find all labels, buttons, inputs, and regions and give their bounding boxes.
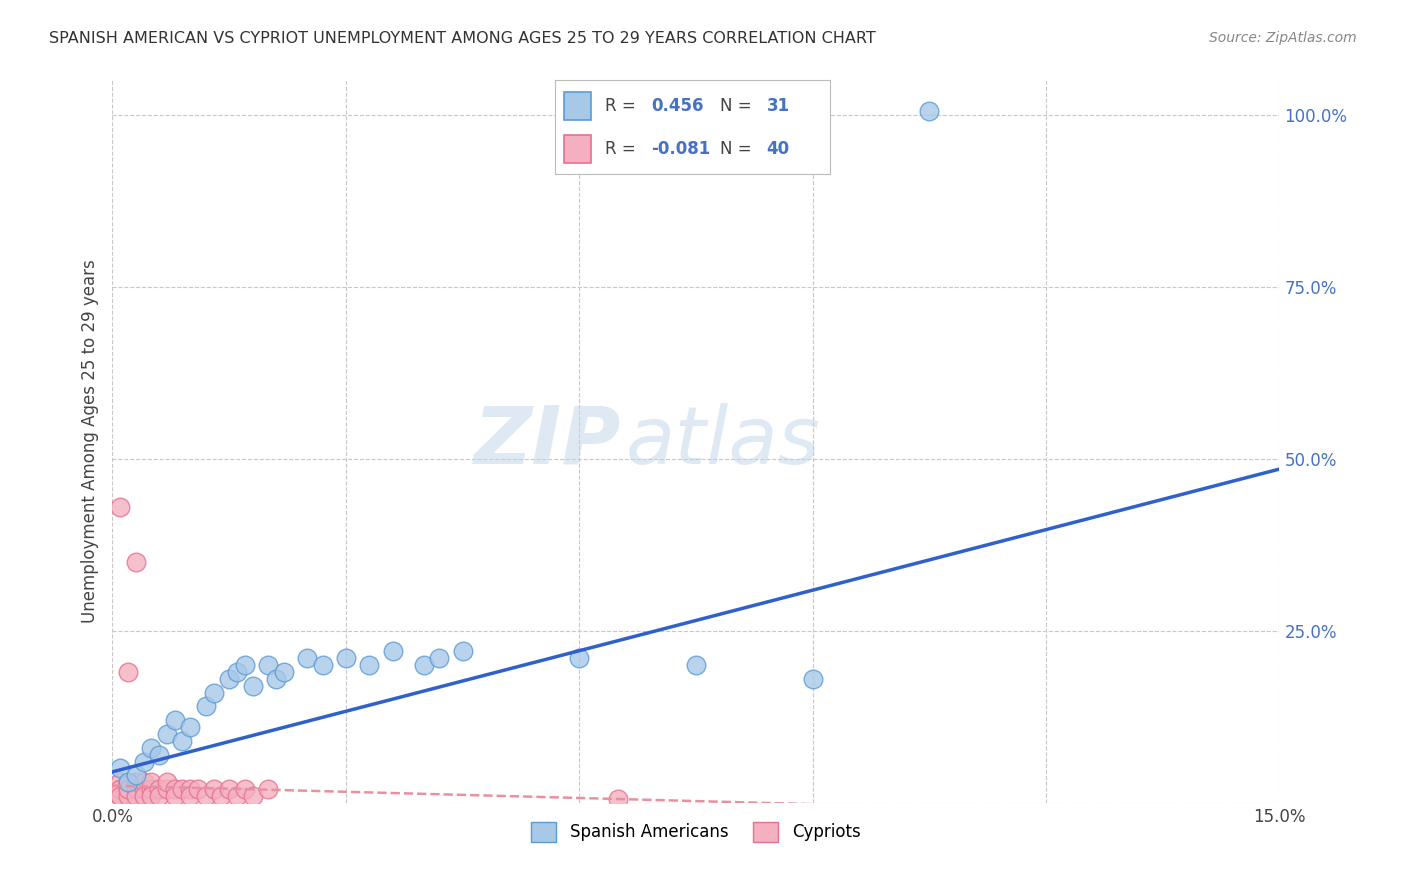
Point — [117, 775, 139, 789]
Point — [110, 782, 132, 797]
Point — [179, 720, 201, 734]
Point — [918, 104, 941, 119]
Text: ZIP: ZIP — [472, 402, 620, 481]
Point — [194, 699, 217, 714]
Point — [110, 775, 132, 789]
Point — [110, 789, 132, 803]
Point — [179, 789, 201, 803]
Point — [110, 782, 132, 797]
Point — [163, 789, 186, 803]
Point — [117, 782, 139, 797]
Point — [179, 782, 201, 797]
Point — [117, 782, 139, 797]
Point — [242, 679, 264, 693]
Point — [273, 665, 295, 679]
Point — [202, 782, 225, 797]
Point — [156, 775, 179, 789]
Bar — [564, 135, 591, 162]
Point — [257, 782, 280, 797]
Point — [110, 761, 132, 775]
Point — [685, 658, 707, 673]
Point — [125, 789, 148, 803]
Point — [125, 775, 148, 789]
Point — [110, 500, 132, 514]
Point — [801, 672, 824, 686]
Text: N =: N = — [720, 96, 751, 114]
Point — [209, 789, 232, 803]
Point — [172, 782, 194, 797]
Point — [132, 775, 155, 789]
Point — [110, 789, 132, 803]
Point — [141, 775, 163, 789]
Point — [156, 727, 179, 741]
Text: R =: R = — [605, 140, 636, 158]
Point — [257, 658, 280, 673]
Point — [233, 658, 256, 673]
Point — [148, 782, 170, 797]
Point — [148, 747, 170, 762]
Text: -0.081: -0.081 — [651, 140, 710, 158]
Point — [335, 651, 357, 665]
Point — [242, 789, 264, 803]
Text: 40: 40 — [766, 140, 790, 158]
Point — [148, 789, 170, 803]
Y-axis label: Unemployment Among Ages 25 to 29 years: Unemployment Among Ages 25 to 29 years — [80, 260, 98, 624]
Point — [132, 755, 155, 769]
Text: atlas: atlas — [626, 402, 821, 481]
Point — [451, 644, 474, 658]
Point — [187, 782, 209, 797]
Point — [233, 782, 256, 797]
Point — [125, 782, 148, 797]
Text: 0.456: 0.456 — [651, 96, 704, 114]
Point — [132, 789, 155, 803]
Point — [117, 665, 139, 679]
Point — [163, 782, 186, 797]
Point — [412, 658, 434, 673]
Point — [141, 740, 163, 755]
Point — [607, 792, 630, 806]
Text: 31: 31 — [766, 96, 790, 114]
Point — [194, 789, 217, 803]
Point — [117, 775, 139, 789]
Point — [218, 782, 240, 797]
Point — [218, 672, 240, 686]
Point — [264, 672, 287, 686]
Point — [132, 782, 155, 797]
Point — [226, 789, 249, 803]
Point — [141, 782, 163, 797]
Text: R =: R = — [605, 96, 636, 114]
Point — [117, 789, 139, 803]
Text: Source: ZipAtlas.com: Source: ZipAtlas.com — [1209, 31, 1357, 45]
Point — [156, 782, 179, 797]
Point — [141, 789, 163, 803]
Point — [295, 651, 318, 665]
Bar — [564, 92, 591, 120]
Point — [311, 658, 333, 673]
Text: SPANISH AMERICAN VS CYPRIOT UNEMPLOYMENT AMONG AGES 25 TO 29 YEARS CORRELATION C: SPANISH AMERICAN VS CYPRIOT UNEMPLOYMENT… — [49, 31, 876, 46]
Point — [202, 686, 225, 700]
Point — [125, 555, 148, 569]
Point — [172, 734, 194, 748]
Point — [163, 713, 186, 727]
Point — [359, 658, 381, 673]
Point — [125, 768, 148, 782]
Text: N =: N = — [720, 140, 751, 158]
Point — [568, 651, 591, 665]
Point — [226, 665, 249, 679]
Point — [427, 651, 450, 665]
Point — [381, 644, 404, 658]
Legend: Spanish Americans, Cypriots: Spanish Americans, Cypriots — [524, 815, 868, 848]
